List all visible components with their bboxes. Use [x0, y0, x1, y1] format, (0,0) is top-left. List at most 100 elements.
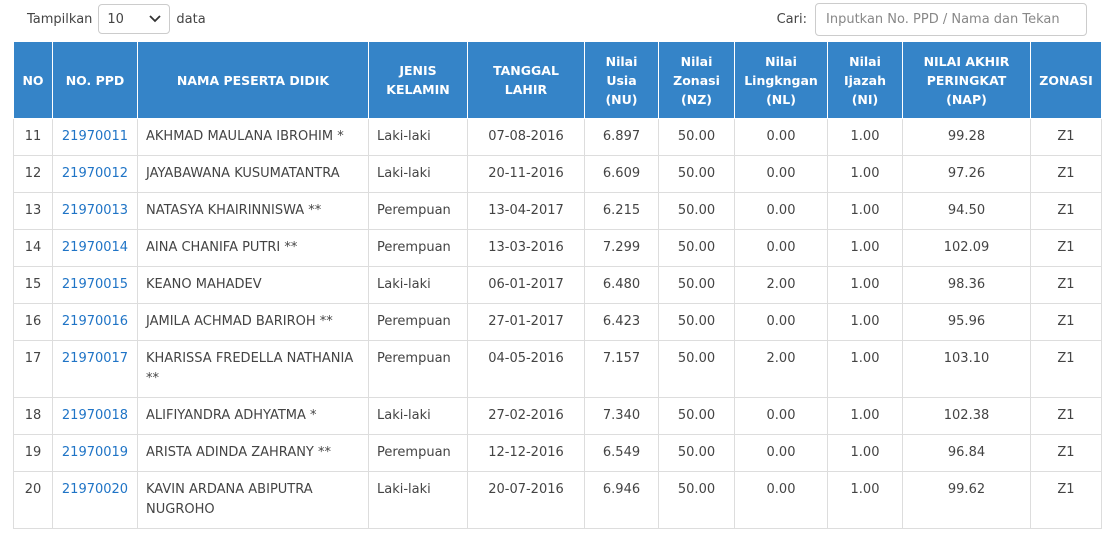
table-cell: 21970015 — [52, 266, 138, 304]
table-cell: Perempuan — [368, 340, 468, 398]
table-cell: JAYABAWANA KUSUMATANTRA — [137, 155, 369, 193]
table-row: 19 21970019 ARISTA ADINDA ZAHRANY ** Peremp… — [13, 434, 1102, 472]
table-cell: 1.00 — [827, 192, 903, 230]
table-cell: 7.299 — [584, 229, 659, 267]
table-cell: 16 — [13, 303, 53, 341]
label: Tampilkan — [27, 11, 93, 27]
ppd-link[interactable]: 21970011 — [61, 129, 129, 144]
table-cell: Laki-laki — [368, 471, 468, 529]
table-cell: 0.00 — [734, 303, 828, 341]
table-cell: 97.26 — [902, 155, 1031, 193]
ppd-link[interactable]: 21970018 — [61, 408, 129, 423]
table-row: 11 21970011 AKHMAD MAULANA IBROHIM * Laki-l… — [13, 118, 1102, 156]
table-cell: 102.38 — [902, 397, 1031, 435]
column-header[interactable]: TANGGAL LAHIR — [467, 41, 585, 119]
table-cell: 7.340 — [584, 397, 659, 435]
table-cell: 21970017 — [52, 340, 138, 398]
table-cell: 96.84 — [902, 434, 1031, 472]
column-header[interactable]: JENIS KELAMIN — [368, 41, 468, 119]
table-cell: Perempuan — [368, 192, 468, 230]
table-cell: 15 — [13, 266, 53, 304]
column-header[interactable]: Nilai Ijazah (NI) — [827, 41, 903, 119]
table-cell: Z1 — [1030, 303, 1102, 341]
table-cell: 50.00 — [658, 434, 735, 472]
ppd-link[interactable]: 21970016 — [61, 314, 129, 329]
table-cell: Z1 — [1030, 471, 1102, 529]
table-cell: 21970018 — [52, 397, 138, 435]
ppd-link[interactable]: 21970013 — [61, 203, 129, 218]
table-cell: 14 — [13, 229, 53, 267]
column-header[interactable]: NILAI AKHIR PERINGKAT (NAP) — [902, 41, 1031, 119]
table-body: 11 21970011 AKHMAD MAULANA IBROHIM * Laki-l… — [13, 118, 1102, 529]
column-header[interactable]: NO — [13, 41, 53, 119]
ppd-link[interactable]: 21970012 — [61, 166, 129, 181]
table-cell: 27-02-2016 — [467, 397, 585, 435]
table-cell: 99.62 — [902, 471, 1031, 529]
column-header[interactable]: NO. PPD — [52, 41, 138, 119]
column-header[interactable]: Nilai Usia (NU) — [584, 41, 659, 119]
length-control: Tampilkan 10 data — [27, 3, 206, 35]
table-cell: Z1 — [1030, 340, 1102, 398]
table-row: 14 21970014 AINA CHANIFA PUTRI ** Perempuan… — [13, 229, 1102, 267]
table-cell: 19 — [13, 434, 53, 472]
column-header[interactable]: NAMA PESERTA DIDIK — [137, 41, 369, 119]
ppd-link[interactable]: 21970019 — [61, 445, 129, 460]
table-cell: 2.00 — [734, 266, 828, 304]
table-row: 15 21970015 KEANO MAHADEV Laki-laki 06-01-20… — [13, 266, 1102, 304]
table-cell: Z1 — [1030, 266, 1102, 304]
table-cell: Laki-laki — [368, 266, 468, 304]
table-cell: Perempuan — [368, 303, 468, 341]
table-cell: KEANO MAHADEV — [137, 266, 369, 304]
table-cell: 11 — [13, 118, 53, 156]
value: 10 — [107, 11, 124, 27]
table-cell: ALIFIYANDRA ADHYATMA * — [137, 397, 369, 435]
table-cell: JAMILA ACHMAD BARIROH ** — [137, 303, 369, 341]
table-cell: 0.00 — [734, 471, 828, 529]
table-cell: 1.00 — [827, 266, 903, 304]
table-cell: 1.00 — [827, 155, 903, 193]
table-cell: 13-03-2016 — [467, 229, 585, 267]
column-header[interactable]: Nilai Lingkngan (NL) — [734, 41, 828, 119]
table-cell: 21970012 — [52, 155, 138, 193]
ppd-link[interactable]: 21970015 — [61, 277, 129, 292]
table-cell: 27-01-2017 — [467, 303, 585, 341]
table-cell: 20-11-2016 — [467, 155, 585, 193]
table-cell: 1.00 — [827, 118, 903, 156]
table-cell: 0.00 — [734, 229, 828, 267]
table-cell: 50.00 — [658, 397, 735, 435]
table-cell: 21970013 — [52, 192, 138, 230]
table-cell: 50.00 — [658, 192, 735, 230]
table-cell: 12 — [13, 155, 53, 193]
table-cell: 95.96 — [902, 303, 1031, 341]
table-cell: ARISTA ADINDA ZAHRANY ** — [137, 434, 369, 472]
table-cell: 6.946 — [584, 471, 659, 529]
table-cell: 13-04-2017 — [467, 192, 585, 230]
table-cell: 0.00 — [734, 192, 828, 230]
table-cell: Z1 — [1030, 229, 1102, 267]
table-cell: Perempuan — [368, 434, 468, 472]
table-row: 13 21970013 NATASYA KHAIRINNISWA ** Perempu… — [13, 192, 1102, 230]
page-size-select[interactable]: 10 — [98, 4, 171, 34]
table-cell: 1.00 — [827, 229, 903, 267]
column-header[interactable]: ZONASI — [1030, 41, 1102, 119]
table-row: 16 21970016 JAMILA ACHMAD BARIROH ** Peremp… — [13, 303, 1102, 341]
ppd-link[interactable]: 21970014 — [61, 240, 129, 255]
column-header[interactable]: Nilai Zonasi (NZ) — [658, 41, 735, 119]
table-cell: 50.00 — [658, 266, 735, 304]
table-row: 17 21970017 KHARISSA FREDELLA NATHANIA ** P… — [13, 340, 1102, 398]
ppd-link[interactable]: 21970017 — [61, 351, 129, 366]
table-cell: 7.157 — [584, 340, 659, 398]
table-row: 18 21970018 ALIFIYANDRA ADHYATMA * Laki-lak… — [13, 397, 1102, 435]
table-cell: 21970019 — [52, 434, 138, 472]
ppd-link[interactable]: 21970020 — [61, 482, 129, 497]
table-cell: 21970016 — [52, 303, 138, 341]
table-cell: Laki-laki — [368, 118, 468, 156]
table-cell: 0.00 — [734, 118, 828, 156]
table-cell: 99.28 — [902, 118, 1031, 156]
search-input[interactable]: Inputkan No. PPD / Nama dan Tekan — [815, 2, 1087, 36]
table-cell: 20 — [13, 471, 53, 529]
table-cell: 07-08-2016 — [467, 118, 585, 156]
table-cell: 20-07-2016 — [467, 471, 585, 529]
table-cell: 21970020 — [52, 471, 138, 529]
